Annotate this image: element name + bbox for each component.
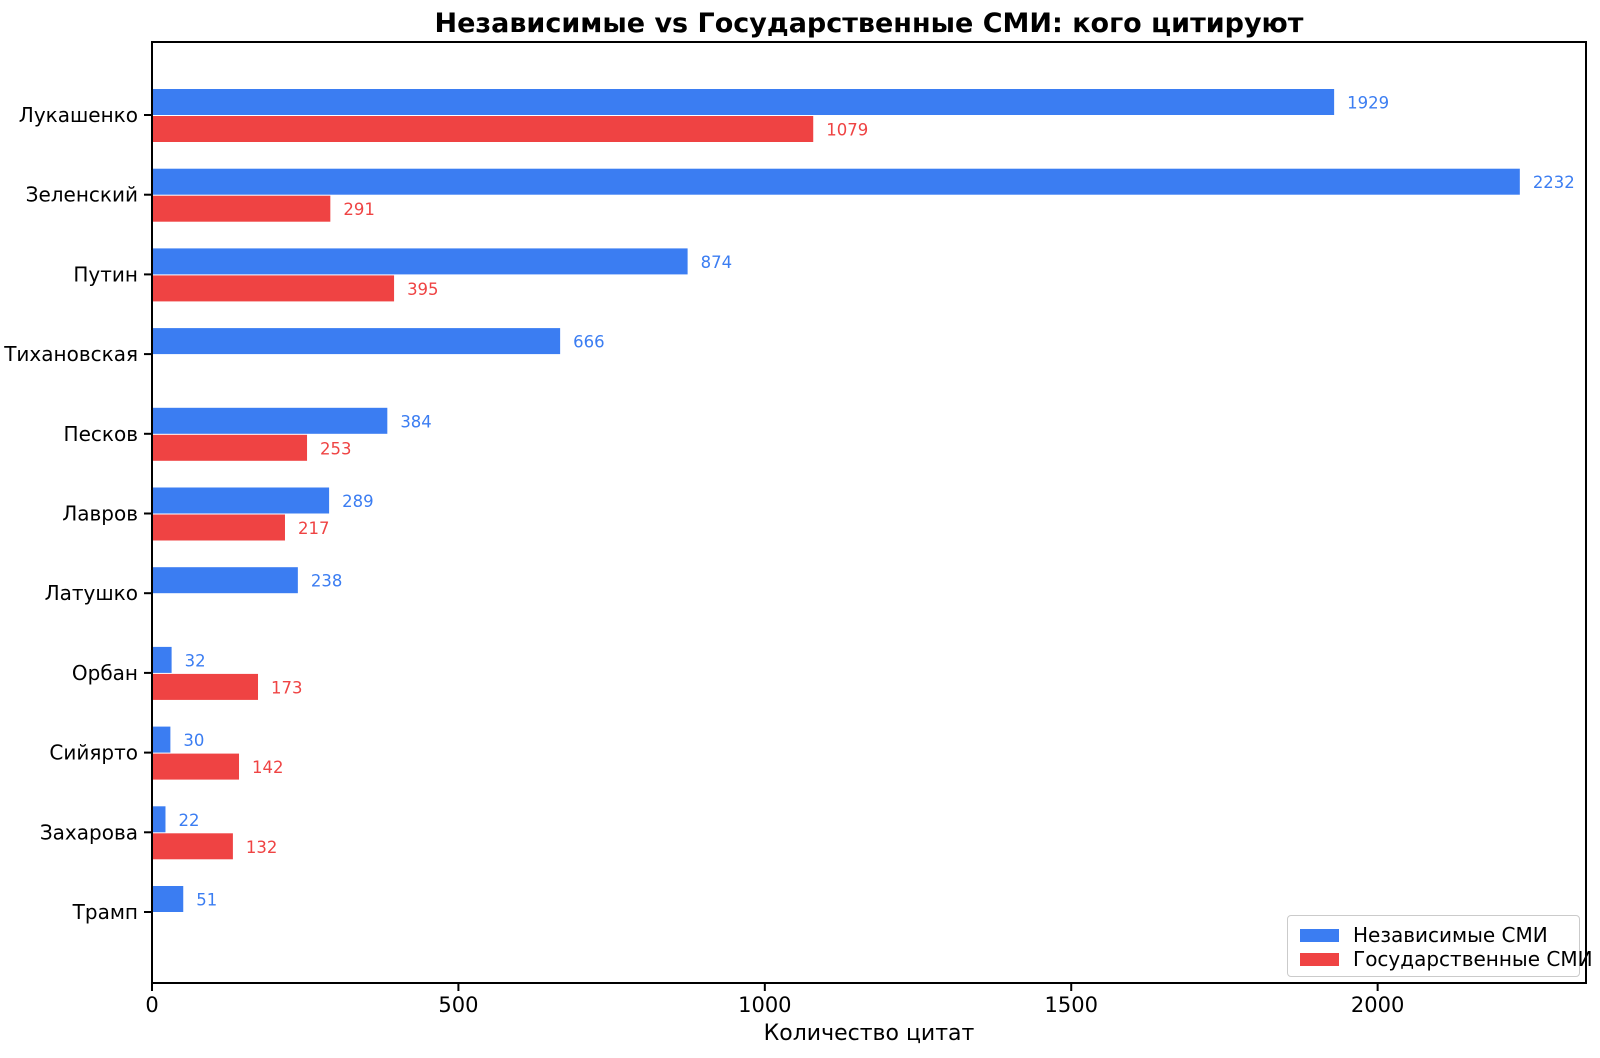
x-axis-label: Количество цитат <box>763 1021 975 1046</box>
legend-item-independent-media: Независимые СМИ <box>1300 923 1567 947</box>
bar-independent-media <box>152 487 330 514</box>
chart-title: Независимые vs Государственные СМИ: кого… <box>434 8 1304 39</box>
bar-value-label: 384 <box>400 412 432 431</box>
y-tick-label: Лукашенко <box>19 103 138 127</box>
bar-value-label: 253 <box>320 439 352 458</box>
bar-value-label: 238 <box>311 572 343 591</box>
plot-border <box>151 41 1587 984</box>
bar-independent-media <box>152 806 166 833</box>
bar-value-label: 874 <box>701 253 733 272</box>
bar-state-media <box>152 833 233 860</box>
bar-value-label: 32 <box>185 651 206 670</box>
bar-independent-media <box>152 328 561 355</box>
legend-item-state-media: Государственные СМИ <box>1300 947 1593 971</box>
bar-state-media <box>152 195 331 222</box>
bar-state-media <box>152 434 308 461</box>
bar-state-media <box>152 116 814 142</box>
bar-value-label: 291 <box>343 200 375 219</box>
bar-independent-media <box>152 726 171 753</box>
bar-state-media <box>152 753 240 780</box>
legend-swatch-independent-media <box>1300 928 1339 942</box>
bar-value-label: 22 <box>178 811 199 830</box>
bar-value-label: 217 <box>298 519 330 538</box>
bar-independent-media <box>152 89 1335 115</box>
bar-value-label: 51 <box>196 891 217 910</box>
x-tick-label: 1000 <box>738 993 791 1017</box>
y-tick-label: Тихановская <box>3 342 138 366</box>
x-tick-label: 2000 <box>1351 993 1404 1017</box>
bar-value-label: 132 <box>246 838 278 857</box>
bar-state-media <box>152 673 259 700</box>
x-tick-label: 500 <box>438 993 478 1017</box>
bar-value-label: 142 <box>252 758 284 777</box>
bar-value-label: 1929 <box>1347 94 1389 113</box>
bar-independent-media <box>152 407 388 434</box>
bar-value-label: 173 <box>271 678 303 697</box>
bar-value-label: 395 <box>407 280 439 299</box>
y-tick-label: Песков <box>64 422 138 446</box>
x-tick-label: 1500 <box>1045 993 1098 1017</box>
legend: Независимые СМИ Государственные СМИ <box>1287 915 1593 977</box>
y-tick-label: Путин <box>73 262 138 286</box>
bar-value-label: 1079 <box>826 121 868 140</box>
bar-independent-media <box>152 886 184 912</box>
bar-value-label: 666 <box>573 333 605 352</box>
bar-independent-media <box>152 168 1520 195</box>
bar-state-media <box>152 275 395 302</box>
y-tick-label: Латушко <box>45 581 138 605</box>
y-tick-label: Лавров <box>62 502 138 526</box>
y-tick-label: Захарова <box>40 820 138 844</box>
bar-value-label: 289 <box>342 492 374 511</box>
legend-label-state-media: Государственные СМИ <box>1353 947 1593 971</box>
legend-label-independent-media: Независимые СМИ <box>1353 923 1548 947</box>
y-tick-label: Орбан <box>72 661 138 685</box>
bar-value-label: 30 <box>183 731 204 750</box>
y-tick-label: Сийярто <box>49 741 138 765</box>
legend-swatch-state-media <box>1300 952 1339 966</box>
bar-independent-media <box>152 567 298 594</box>
y-tick-label: Зеленский <box>26 183 138 207</box>
y-tick-label: Трамп <box>72 900 138 924</box>
bar-state-media <box>152 514 285 541</box>
x-tick-label: 0 <box>145 993 158 1017</box>
bar-value-label: 2232 <box>1533 173 1575 192</box>
bar-independent-media <box>152 248 688 275</box>
bar-independent-media <box>152 646 172 673</box>
